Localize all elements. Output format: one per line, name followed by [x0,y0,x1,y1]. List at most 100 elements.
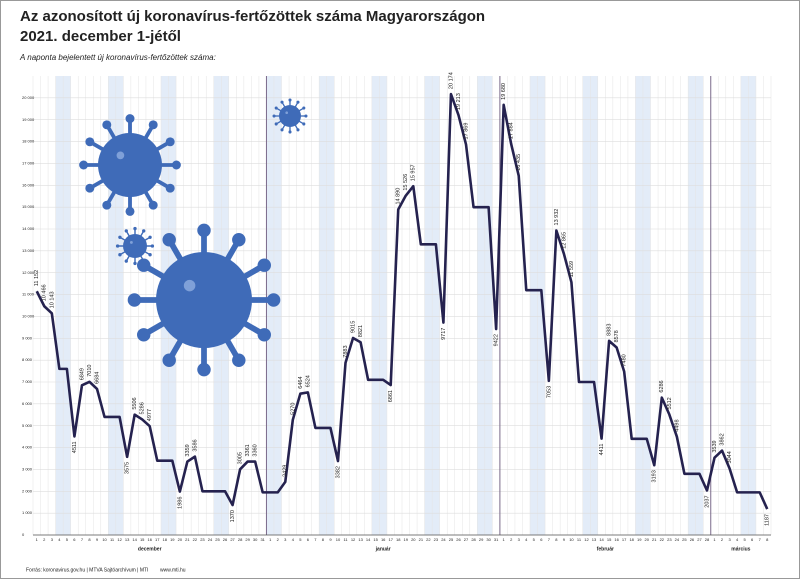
x-tick-label: 20 [178,537,183,542]
y-tick-label: 3 000 [22,466,33,471]
virus-spike-tip [197,223,211,238]
virus-spike-tip [142,229,146,233]
value-label: 17 869 [463,123,469,140]
y-tick-label: 9 000 [22,335,33,340]
virus-spike-tip [150,244,155,248]
virus-spike-tip [85,183,95,193]
value-label: 8821 [358,325,364,337]
y-tick-label: 15 000 [22,204,35,209]
value-label: 9015 [351,321,357,333]
x-tick-label: 9 [96,537,99,542]
virus-body [123,234,147,258]
virus-spike-tip [137,328,151,342]
x-tick-label: 24 [208,537,213,542]
x-tick-label: 31 [494,537,499,542]
value-label: 7053 [546,386,552,398]
data-line [35,92,769,510]
virus-spike-tip [118,253,122,257]
virus-spike-tip [133,261,137,266]
x-tick-label: 6 [751,537,754,542]
x-tick-label: 22 [193,537,198,542]
virus-spike-tip [124,259,128,263]
value-label: 4511 [72,441,78,453]
virus-spike-tip [266,293,281,307]
virus-spike-tip [79,160,89,170]
y-tick-label: 2 000 [22,488,33,493]
value-label: 17 884 [509,122,515,139]
virus-spike-tip [165,137,175,147]
value-label: 14 890 [396,188,402,205]
x-tick-label: 8 [766,537,769,542]
value-label: 3382 [335,466,341,478]
x-tick-label: 29 [245,537,250,542]
value-label: 6684 [94,372,100,384]
x-tick-label: 5 [66,537,69,542]
x-tick-label: 26 [456,537,461,542]
x-tick-label: 31 [260,537,265,542]
virus-spike-tip [162,353,176,367]
value-label: 5506 [132,397,138,409]
x-tick-label: 11 [343,537,348,542]
month-label: december [138,546,162,552]
virus-spike-tip [127,293,142,307]
x-tick-label: 6 [307,537,310,542]
y-tick-label: 11 000 [22,292,35,297]
x-tick-label: 11 [577,537,582,542]
virus-spike-tip [102,120,112,130]
value-label: 3360 [253,444,259,456]
x-tick-label: 26 [690,537,695,542]
x-tick-label: 7 [81,537,84,542]
x-tick-label: 6 [73,537,76,542]
virus-spike-tip [137,258,151,272]
x-tick-label: 1 [713,537,716,542]
x-tick-label: 1 [269,537,272,542]
value-label: 3862 [720,433,726,445]
x-tick-label: 12 [117,537,122,542]
value-label: 15 957 [411,164,417,181]
virus-spike-tip [304,114,308,118]
x-tick-label: 21 [652,537,657,542]
x-tick-label: 16 [147,537,152,542]
x-tick-label: 26 [223,537,228,542]
y-tick-label: 7 000 [22,379,33,384]
x-tick-label: 30 [253,537,258,542]
x-tick-label: 27 [230,537,235,542]
x-tick-label: 18 [629,537,634,542]
x-tick-label: 29 [479,537,484,542]
x-tick-label: 21 [419,537,424,542]
x-tick-label: 25 [215,537,220,542]
chart-subtitle: 2021. december 1-jétől [20,28,181,45]
x-tick-label: 9 [329,537,332,542]
x-tick-label: 14 [132,537,137,542]
value-label: 2429 [283,465,289,477]
y-tick-label: 12 000 [22,270,35,275]
virus-spike-tip [288,98,292,102]
virus-spike-tip [274,106,278,110]
x-tick-label: 28 [238,537,243,542]
x-tick-label: 5 [299,537,302,542]
x-tick-label: 5 [533,537,536,542]
month-label: január [375,546,391,552]
value-label: 15 526 [403,174,409,191]
x-tick-label: 10 [569,537,574,542]
virus-spike-tip [296,128,300,132]
value-label: 16 435 [516,154,522,171]
x-tick-label: 14 [366,537,371,542]
x-tick-label: 18 [163,537,168,542]
virus-spike-tip [148,200,158,210]
x-tick-label: 12 [351,537,356,542]
x-tick-label: 24 [675,537,680,542]
x-tick-label: 15 [607,537,612,542]
value-label: 3359 [185,444,191,456]
virus-spike-tip [280,100,284,104]
x-tick-label: 2 [43,537,46,542]
virus-icon [79,114,181,216]
x-tick-label: 4 [292,537,295,542]
value-label: 12 865 [561,232,567,249]
virus-spike-tip [232,353,246,367]
y-tick-label: 4 000 [22,445,33,450]
virus-icon [127,223,281,377]
y-tick-label: 17 000 [22,160,35,165]
x-tick-label: 11 [110,537,115,542]
x-tick-label: 2 [277,537,280,542]
